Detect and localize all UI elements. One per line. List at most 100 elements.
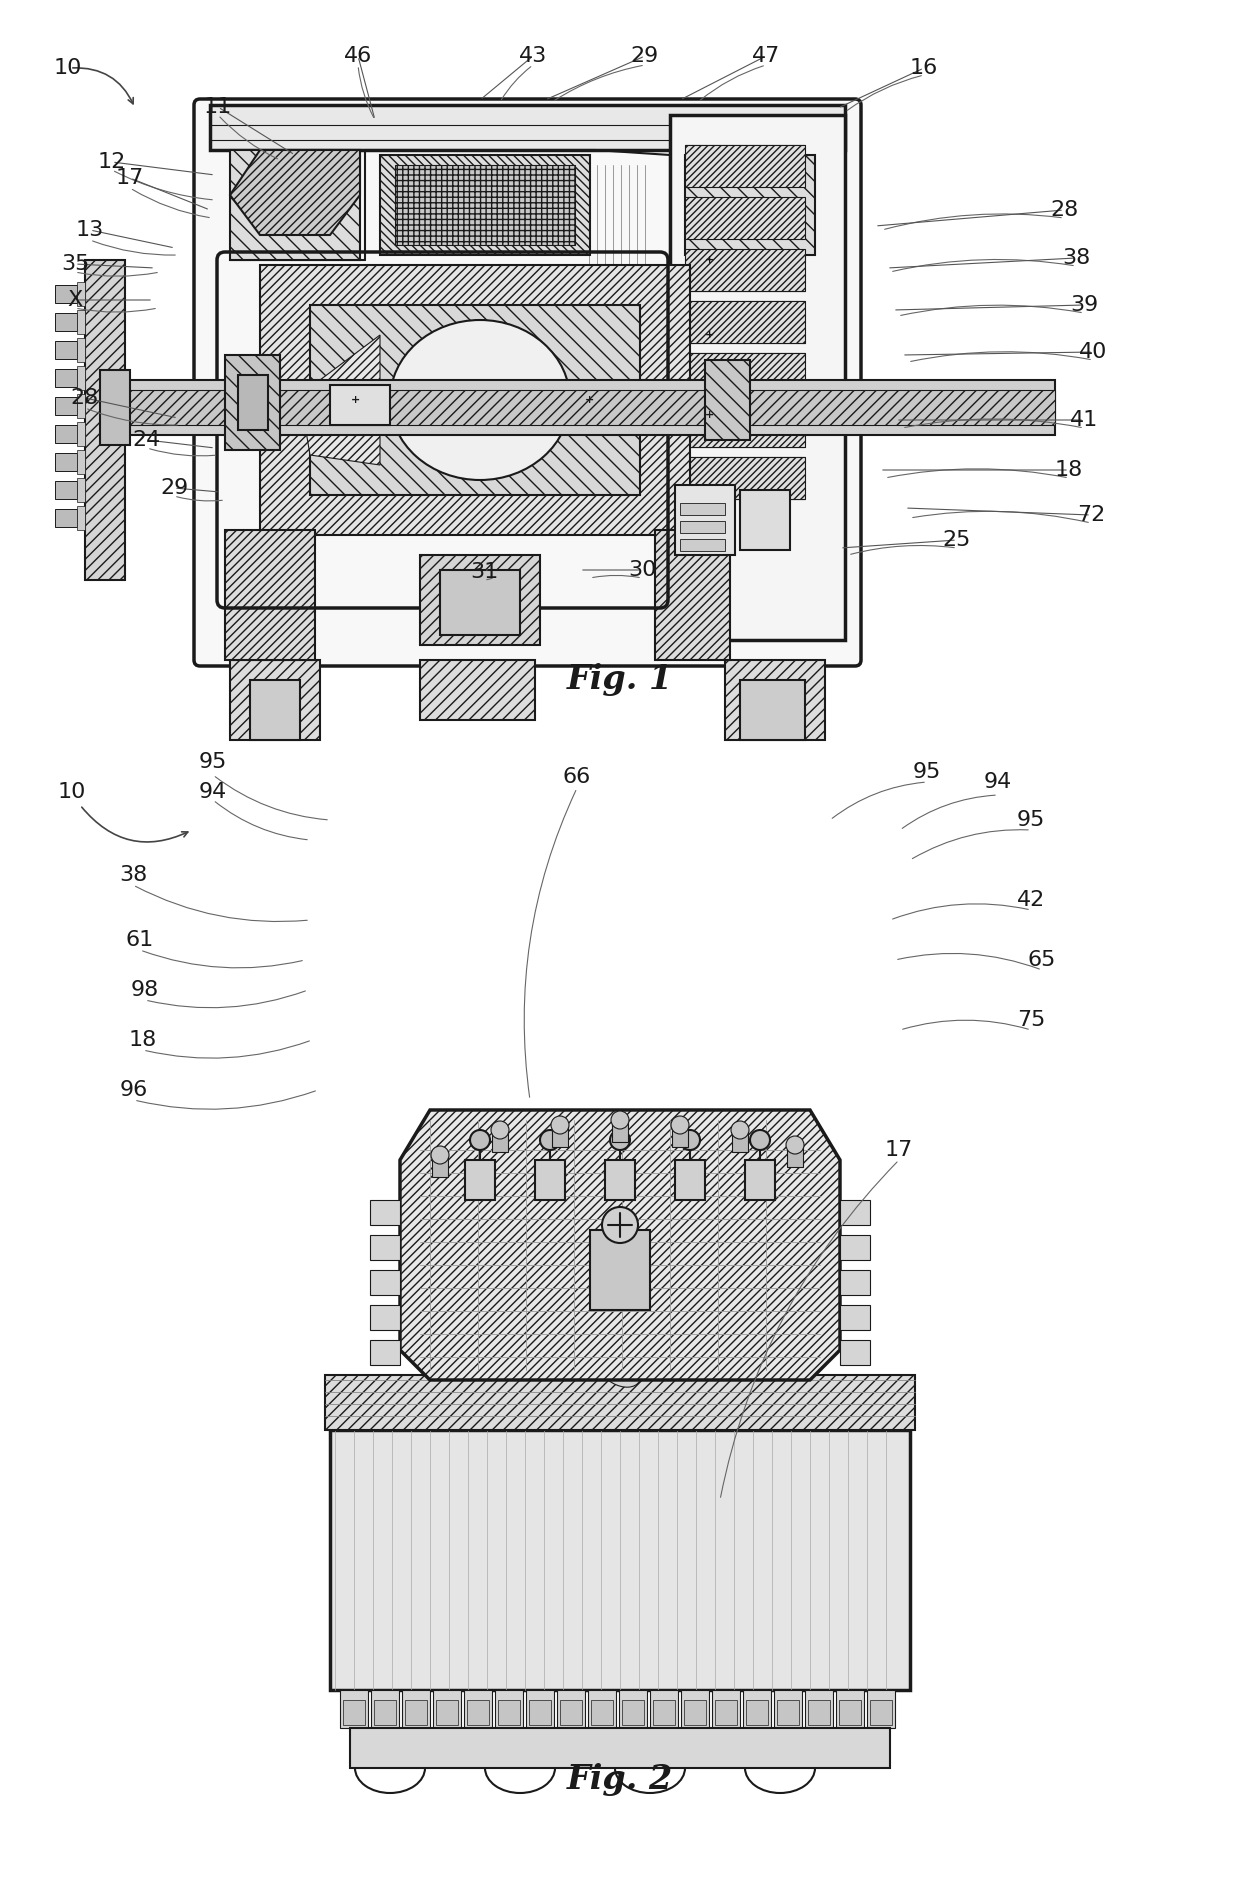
- Text: 13: 13: [76, 220, 104, 241]
- Bar: [613, 1120, 627, 1141]
- Text: 72: 72: [1076, 506, 1105, 525]
- Bar: [590, 1230, 650, 1310]
- Text: 18: 18: [129, 1030, 157, 1051]
- Bar: [839, 1305, 870, 1329]
- Bar: [55, 340, 77, 359]
- Text: 75: 75: [1017, 1010, 1045, 1030]
- Bar: [370, 1199, 401, 1226]
- Bar: [808, 1700, 830, 1726]
- Bar: [680, 504, 725, 515]
- Circle shape: [671, 1117, 689, 1134]
- Text: 98: 98: [131, 979, 159, 1000]
- Text: 29: 29: [160, 478, 188, 498]
- Bar: [787, 1145, 804, 1167]
- Text: 12: 12: [98, 152, 126, 171]
- Text: +: +: [706, 256, 714, 265]
- Bar: [55, 481, 77, 498]
- Bar: [436, 1700, 458, 1726]
- Bar: [650, 1690, 678, 1728]
- Bar: [684, 1700, 706, 1726]
- Bar: [670, 115, 844, 639]
- Bar: [675, 485, 735, 555]
- Bar: [464, 1690, 492, 1728]
- Circle shape: [432, 1147, 449, 1164]
- Circle shape: [601, 1207, 639, 1243]
- Circle shape: [470, 1130, 490, 1151]
- Bar: [55, 286, 77, 303]
- Circle shape: [539, 1130, 560, 1151]
- Text: 47: 47: [751, 45, 780, 66]
- Text: 65: 65: [1028, 949, 1056, 970]
- Bar: [55, 397, 77, 415]
- Bar: [100, 370, 130, 446]
- Bar: [836, 1690, 864, 1728]
- Bar: [77, 506, 86, 530]
- Text: 96: 96: [120, 1079, 148, 1100]
- Bar: [672, 1124, 688, 1147]
- Bar: [330, 1431, 910, 1690]
- Bar: [310, 305, 640, 494]
- Bar: [715, 1700, 737, 1726]
- Bar: [777, 1700, 799, 1726]
- Circle shape: [750, 1130, 770, 1151]
- Bar: [774, 1690, 802, 1728]
- Bar: [684, 197, 805, 239]
- Bar: [839, 1235, 870, 1260]
- Bar: [870, 1700, 892, 1726]
- Bar: [725, 660, 825, 741]
- Bar: [680, 540, 725, 551]
- Bar: [55, 509, 77, 526]
- Bar: [740, 491, 790, 551]
- Bar: [370, 1271, 401, 1295]
- Bar: [379, 154, 590, 256]
- Text: 17: 17: [885, 1139, 913, 1160]
- Text: Fig. 1: Fig. 1: [567, 664, 673, 696]
- Bar: [433, 1690, 461, 1728]
- Circle shape: [610, 1130, 630, 1151]
- Text: +: +: [706, 331, 714, 340]
- Bar: [77, 367, 86, 389]
- Ellipse shape: [441, 1318, 476, 1359]
- Bar: [371, 1690, 399, 1728]
- Bar: [746, 1700, 768, 1726]
- Text: 43: 43: [518, 45, 547, 66]
- Bar: [740, 681, 805, 741]
- Circle shape: [611, 1111, 629, 1130]
- Bar: [560, 1700, 582, 1726]
- Bar: [684, 248, 805, 291]
- Bar: [100, 389, 1055, 425]
- Bar: [552, 1124, 568, 1147]
- Polygon shape: [401, 1109, 839, 1380]
- Text: 17: 17: [115, 167, 144, 188]
- Bar: [557, 1690, 585, 1728]
- Bar: [839, 1700, 861, 1726]
- Text: 61: 61: [126, 931, 154, 949]
- Bar: [467, 1700, 489, 1726]
- Ellipse shape: [508, 1342, 546, 1380]
- Text: 18: 18: [1055, 461, 1083, 479]
- Circle shape: [680, 1130, 701, 1151]
- Circle shape: [786, 1136, 804, 1154]
- Text: 39: 39: [1070, 295, 1099, 316]
- Bar: [420, 660, 534, 720]
- Bar: [839, 1199, 870, 1226]
- Bar: [77, 338, 86, 363]
- Bar: [77, 478, 86, 502]
- Ellipse shape: [599, 1354, 641, 1387]
- Bar: [684, 404, 805, 447]
- Bar: [86, 259, 125, 581]
- Bar: [675, 1160, 706, 1199]
- Bar: [745, 1160, 775, 1199]
- Text: 41: 41: [1070, 410, 1099, 431]
- Circle shape: [732, 1120, 749, 1139]
- Bar: [420, 555, 539, 645]
- Bar: [77, 310, 86, 335]
- Bar: [712, 1690, 740, 1728]
- Bar: [743, 1690, 771, 1728]
- Bar: [100, 380, 1055, 434]
- Bar: [684, 145, 805, 186]
- Bar: [229, 150, 360, 259]
- Text: 94: 94: [983, 773, 1012, 791]
- Text: 24: 24: [133, 431, 161, 449]
- Text: 28: 28: [71, 387, 99, 408]
